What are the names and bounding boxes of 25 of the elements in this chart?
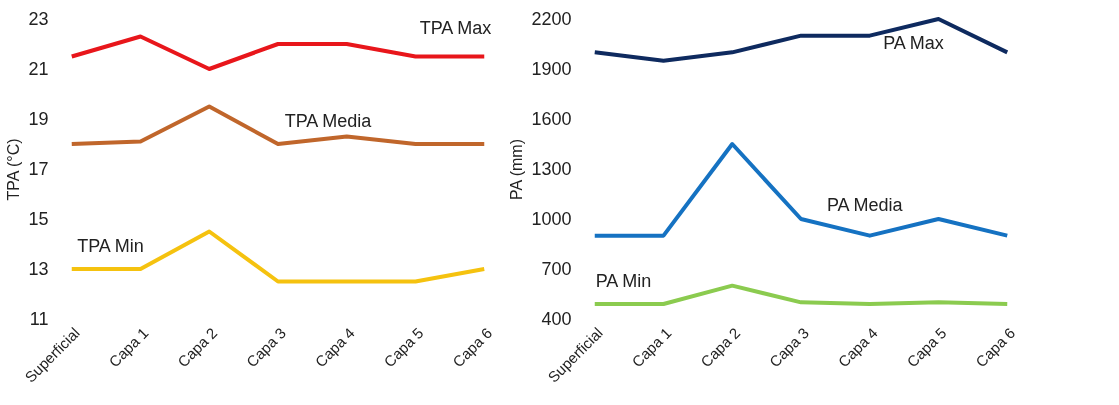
series-label: TPA Max <box>419 17 492 38</box>
y-axis-title: TPA (°C) <box>5 138 23 201</box>
y-tick-label: 400 <box>541 308 572 329</box>
y-tick-label: 13 <box>28 258 49 279</box>
y-tick-label: 17 <box>28 158 49 179</box>
series-label: PA Min <box>595 271 652 291</box>
line-series <box>69 34 487 71</box>
y-tick-label: 19 <box>28 108 49 129</box>
line-series <box>69 104 487 146</box>
y-tick-label: 700 <box>541 258 572 279</box>
series-label: TPA Min <box>77 236 144 256</box>
series-label: PA Max <box>883 33 944 53</box>
line-series <box>592 17 1010 63</box>
series-label: TPA Media <box>284 111 373 131</box>
y-tick-label: 1300 <box>531 158 572 179</box>
y-tick-label: 2200 <box>531 8 572 29</box>
y-tick-label: 1900 <box>531 58 572 79</box>
y-tick-label: 23 <box>28 8 49 29</box>
y-tick-label: 21 <box>28 58 49 79</box>
y-tick-label: 11 <box>29 308 49 329</box>
y-axis-title: PA (mm) <box>508 138 526 201</box>
series-label: PA Media <box>826 194 904 215</box>
y-tick-label: 1600 <box>531 108 572 129</box>
y-tick-label: 15 <box>28 208 49 229</box>
y-tick-label: 1000 <box>531 208 572 229</box>
